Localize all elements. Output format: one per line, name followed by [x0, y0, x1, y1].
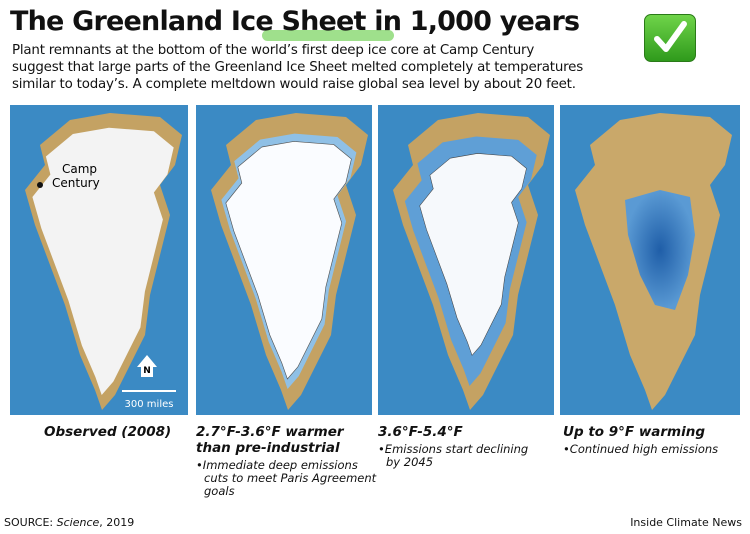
subtitle-line: suggest that large parts of the Greenlan…: [12, 60, 583, 75]
check-icon: [644, 14, 696, 62]
source-suffix: , 2019: [99, 516, 135, 529]
north-label: N: [143, 366, 151, 376]
note-line: Continued high emissions: [563, 443, 718, 456]
subtitle: Plant remnants at the bottom of the worl…: [12, 42, 583, 93]
subtitle-line: Plant remnants at the bottom of the worl…: [12, 43, 535, 58]
map-scenario-1: [196, 105, 372, 415]
footer: SOURCE: Science, 2019 Inside Climate New…: [4, 516, 742, 529]
place-label: Camp: [62, 162, 97, 176]
map-scenario-2: [378, 105, 554, 415]
note-line: Emissions start declining: [378, 443, 528, 456]
note-line: Immediate deep emissions: [196, 459, 376, 472]
heading-line: than pre-industrial: [196, 440, 340, 456]
caption-note: Continued high emissions: [563, 443, 718, 456]
heading-line: Up to 9°F warming: [563, 424, 706, 440]
heading-line: 3.6°F-5.4°F: [378, 424, 463, 440]
caption-heading: 2.7°F-3.6°F warmer than pre-industrial: [196, 424, 376, 456]
caption-heading: 3.6°F-5.4°F: [378, 424, 528, 440]
note-line: goals: [204, 484, 235, 498]
source-title: Science: [56, 516, 100, 529]
maps: Camp Century N 300 miles: [10, 105, 740, 415]
place-label: Century: [52, 176, 100, 190]
caption: Up to 9°F warming Continued high emissio…: [563, 424, 718, 456]
credit: Inside Climate News: [630, 516, 742, 529]
source-prefix: SOURCE:: [4, 516, 57, 529]
check-mark: [654, 21, 687, 52]
highlight: [262, 30, 394, 41]
map-observed: Camp Century N 300 miles: [10, 105, 188, 415]
source: SOURCE: Science, 2019: [4, 516, 134, 529]
subtitle-line: similar to today’s. A complete meltdown …: [12, 77, 576, 92]
map-scenario-3: [560, 105, 740, 415]
heading-line: 2.7°F-3.6°F warmer: [196, 424, 344, 440]
caption: Observed (2008): [44, 424, 171, 440]
caption-heading: Up to 9°F warming: [563, 424, 718, 440]
note-line: cuts to meet Paris Agreement: [204, 471, 377, 485]
caption-heading: Observed (2008): [44, 424, 172, 440]
title: The Greenland Ice Sheet in 1,000 years: [10, 6, 580, 37]
caption: 3.6°F-5.4°F Emissions start decliningby …: [378, 424, 528, 469]
scale-label: 300 miles: [125, 399, 174, 410]
note-line: by 2045: [386, 455, 434, 469]
